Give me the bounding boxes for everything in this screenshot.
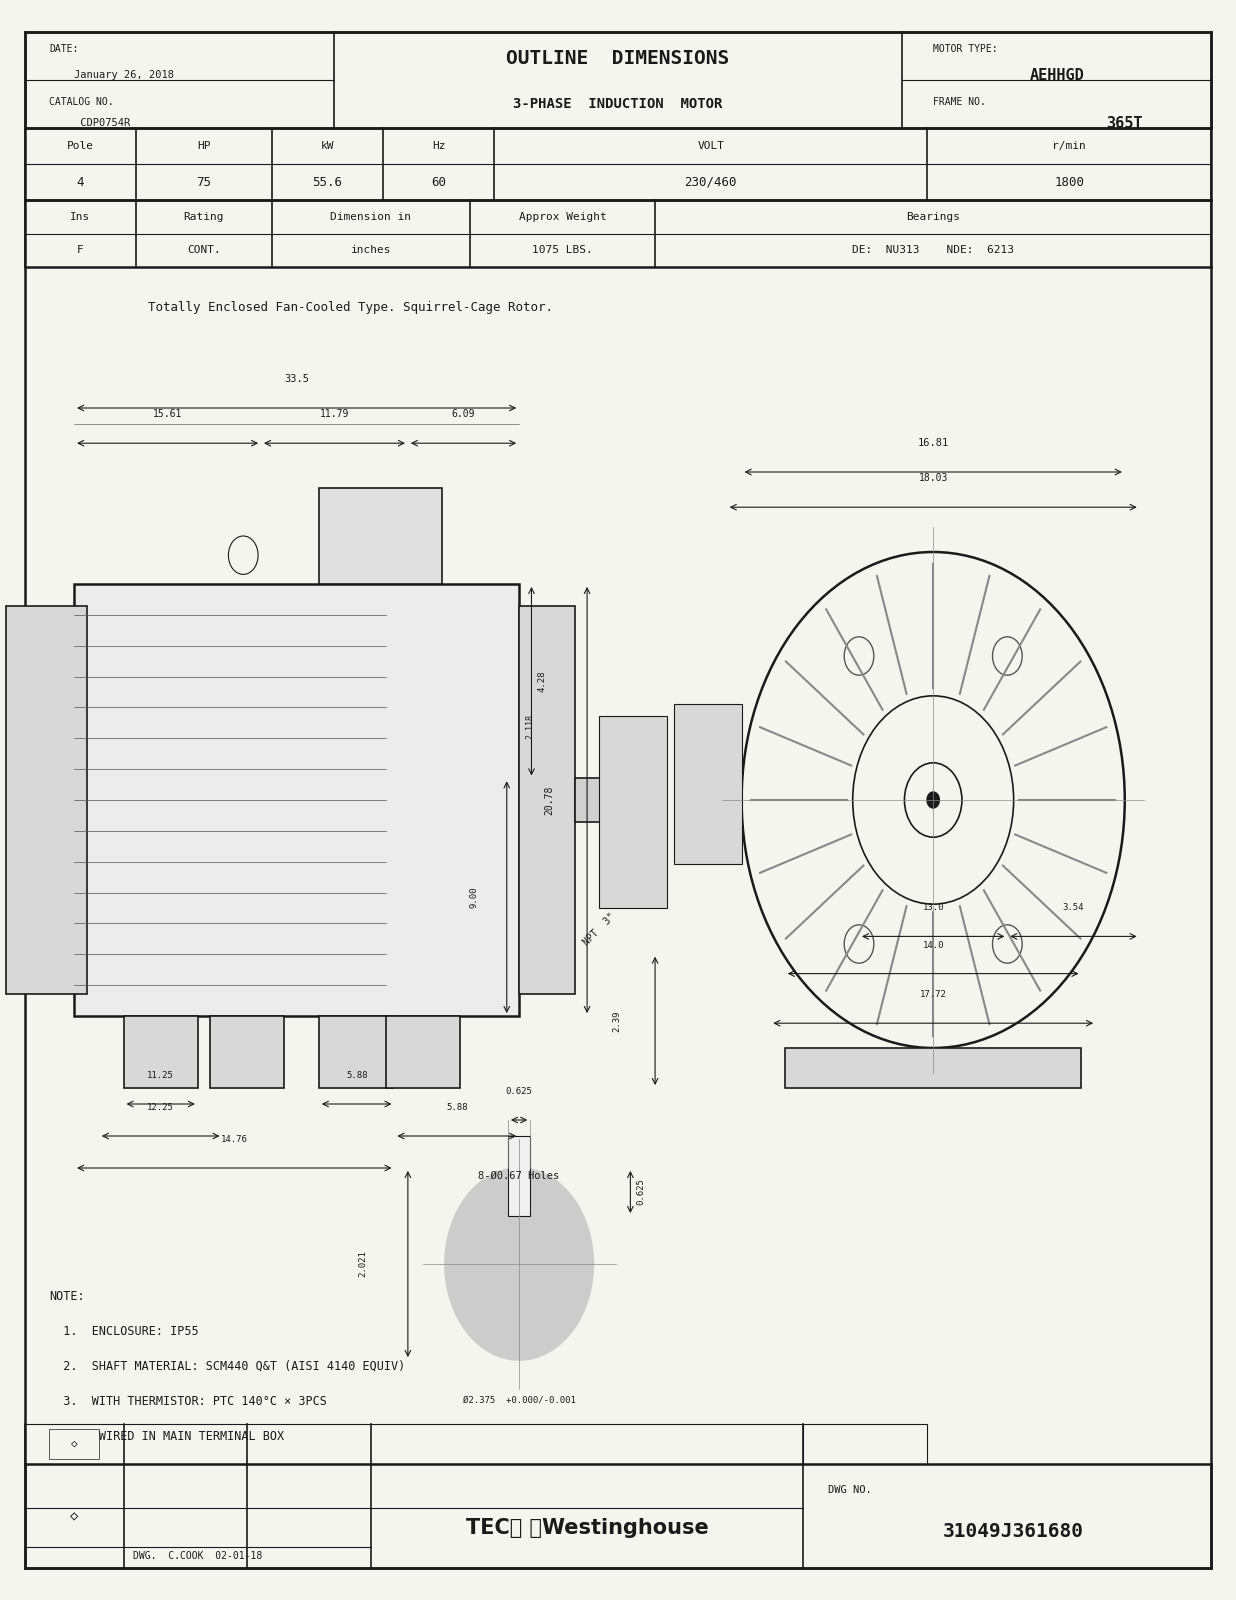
Text: AEHHGD: AEHHGD (1030, 67, 1084, 83)
Text: VOLT: VOLT (697, 141, 724, 150)
Bar (74, 584, 519, 1016)
Text: DE:  NU313    NDE:  6213: DE: NU313 NDE: 6213 (852, 245, 1015, 256)
Text: 31049J361680: 31049J361680 (943, 1522, 1084, 1541)
Bar (49, 1429, 99, 1459)
Bar (210, 1016, 284, 1088)
Circle shape (445, 1168, 593, 1360)
Text: 2.118: 2.118 (525, 714, 534, 739)
Text: 5.88: 5.88 (446, 1102, 467, 1112)
Text: 3.54: 3.54 (1063, 904, 1084, 912)
Text: 1.  ENCLOSURE: IP55: 1. ENCLOSURE: IP55 (49, 1325, 199, 1338)
Text: 11.25: 11.25 (147, 1070, 174, 1080)
Text: TECⓇ ⓁWestinghouse: TECⓇ ⓁWestinghouse (466, 1518, 708, 1539)
Bar (599, 717, 667, 909)
Text: 12.25: 12.25 (147, 1102, 174, 1112)
Text: 14.0: 14.0 (922, 941, 944, 949)
Text: DATE:: DATE: (49, 45, 79, 54)
Text: 60: 60 (431, 176, 446, 189)
Text: Pole: Pole (67, 141, 94, 150)
Text: 15.61: 15.61 (153, 410, 182, 419)
Text: 0.625: 0.625 (637, 1179, 645, 1205)
Text: MOTOR TYPE:: MOTOR TYPE: (933, 45, 997, 54)
Text: FRAME NO.: FRAME NO. (933, 98, 986, 107)
Text: January 26, 2018: January 26, 2018 (49, 70, 174, 80)
Text: 2.39: 2.39 (612, 1010, 620, 1032)
Text: WIRED IN MAIN TERMINAL BOX: WIRED IN MAIN TERMINAL BOX (49, 1430, 284, 1443)
Text: DWG.  C.COOK  02-01-18: DWG. C.COOK 02-01-18 (133, 1550, 262, 1560)
Bar (319, 1016, 393, 1088)
Bar (319, 488, 442, 584)
Text: Approx Weight: Approx Weight (519, 211, 606, 222)
Text: CATALOG NO.: CATALOG NO. (49, 98, 114, 107)
Text: CDP0754R: CDP0754R (49, 118, 131, 128)
Text: r/min: r/min (1052, 141, 1086, 150)
Text: Ins: Ins (70, 211, 90, 222)
Text: Bearings: Bearings (906, 211, 960, 222)
Text: 16.81: 16.81 (917, 438, 949, 448)
Text: 4.28: 4.28 (538, 670, 546, 691)
Text: 2.021: 2.021 (358, 1251, 367, 1277)
Text: Ø2.375  +0.000/-0.001: Ø2.375 +0.000/-0.001 (462, 1395, 576, 1405)
Text: Totally Enclosed Fan-Cooled Type. Squirrel-Cage Rotor.: Totally Enclosed Fan-Cooled Type. Squirr… (148, 301, 554, 314)
Text: 20.78: 20.78 (544, 786, 554, 814)
Text: kW: kW (321, 141, 334, 150)
Text: CONT.: CONT. (187, 245, 221, 256)
Bar (6, 605, 87, 994)
Bar (575, 779, 655, 822)
Text: OUTLINE  DIMENSIONS: OUTLINE DIMENSIONS (507, 50, 729, 69)
Text: ◇: ◇ (70, 1509, 78, 1523)
Bar (785, 1048, 1082, 1088)
Bar (803, 1424, 927, 1464)
Bar (508, 1136, 530, 1216)
Circle shape (927, 792, 939, 808)
Text: DWG NO.: DWG NO. (828, 1485, 871, 1494)
Text: 13.0: 13.0 (922, 904, 944, 912)
Text: 0.625: 0.625 (506, 1086, 533, 1096)
Bar (519, 605, 575, 994)
Text: 2.  SHAFT MATERIAL: SCM440 Q&T (AISI 4140 EQUIV): 2. SHAFT MATERIAL: SCM440 Q&T (AISI 4140… (49, 1360, 405, 1373)
Bar (124, 1016, 198, 1088)
Bar (386, 1016, 460, 1088)
Text: 11.79: 11.79 (320, 410, 349, 419)
Text: 75: 75 (197, 176, 211, 189)
Text: 55.6: 55.6 (313, 176, 342, 189)
Text: 3-PHASE  INDUCTION  MOTOR: 3-PHASE INDUCTION MOTOR (513, 98, 723, 110)
Text: NOTE:: NOTE: (49, 1290, 85, 1302)
Text: 14.76: 14.76 (221, 1134, 247, 1144)
Text: inches: inches (351, 245, 391, 256)
Text: 3.  WITH THERMISTOR: PTC 140°C × 3PCS: 3. WITH THERMISTOR: PTC 140°C × 3PCS (49, 1395, 328, 1408)
Bar (674, 704, 742, 864)
Text: ◇: ◇ (70, 1438, 78, 1450)
Text: 17.72: 17.72 (920, 990, 947, 998)
Text: Dimension in: Dimension in (330, 211, 412, 222)
Text: 6.09: 6.09 (451, 410, 476, 419)
Text: 1075 LBS.: 1075 LBS. (531, 245, 593, 256)
Text: Hz: Hz (433, 141, 445, 150)
Text: 5.88: 5.88 (346, 1070, 367, 1080)
Text: F: F (77, 245, 84, 256)
Text: 18.03: 18.03 (918, 474, 948, 483)
Text: Rating: Rating (184, 211, 224, 222)
Text: NPT  3": NPT 3" (581, 912, 618, 947)
Text: 4: 4 (77, 176, 84, 189)
Text: 9.00: 9.00 (470, 886, 478, 907)
Text: 8-Ø0.67 Holes: 8-Ø0.67 Holes (478, 1171, 560, 1181)
Text: HP: HP (198, 141, 210, 150)
Text: 1800: 1800 (1054, 176, 1084, 189)
Text: 33.5: 33.5 (284, 374, 309, 384)
Text: 365T: 365T (1106, 115, 1143, 131)
Text: 230/460: 230/460 (685, 176, 737, 189)
